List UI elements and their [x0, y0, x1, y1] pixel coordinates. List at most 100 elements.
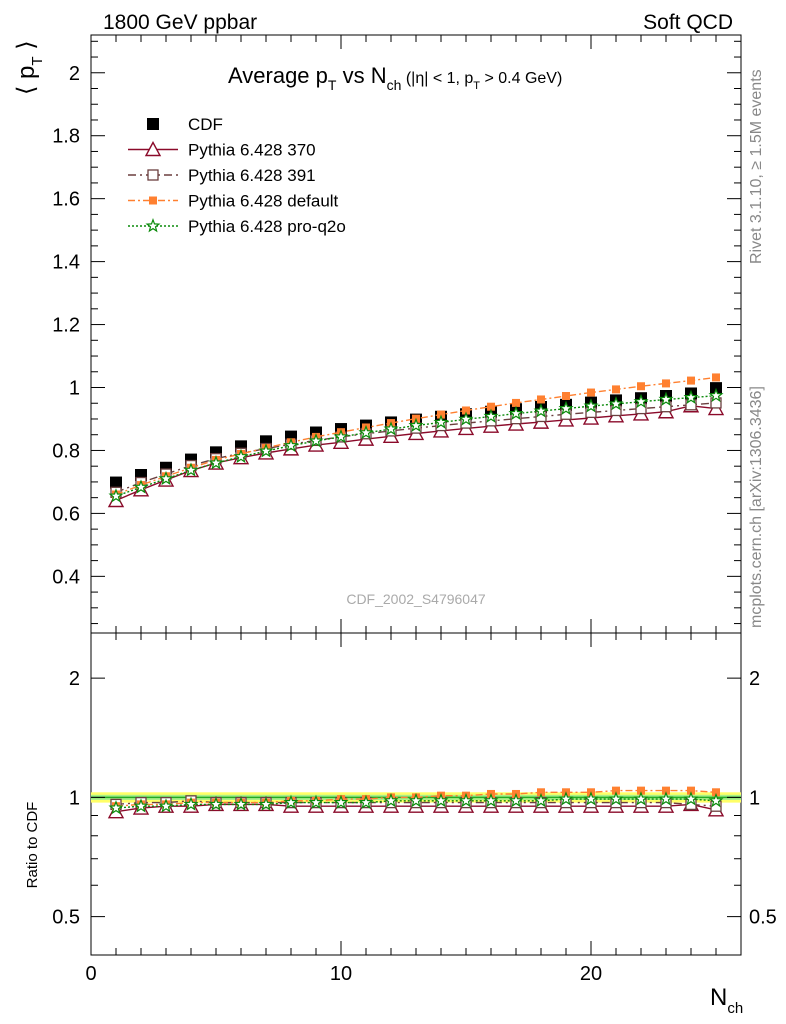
data-point: [633, 393, 649, 409]
ratio-point: [508, 792, 524, 808]
ratio-point: [308, 794, 324, 809]
ratio-point: [558, 791, 574, 806]
ratio-point: [433, 792, 449, 808]
y-tick-label: 1.8: [52, 126, 80, 148]
legend: CDF Pythia 6.428 370 Pythia 6.428 391 Pythi…: [128, 115, 346, 236]
x-axis-label: Nch: [710, 984, 743, 1017]
ratio-series-pq2o: [108, 791, 724, 815]
y-tick-label: 0.8: [52, 440, 80, 462]
ratio-y-tick-label-right: 0.5: [749, 907, 777, 929]
data-point: [708, 387, 724, 403]
category-label: Soft QCD: [643, 11, 733, 34]
data-point: [408, 417, 424, 432]
ratio-point: [208, 796, 224, 811]
data-point: [558, 400, 574, 415]
series-p391: [110, 397, 722, 498]
ratio-point: [383, 792, 399, 808]
mcplots-label: mcplots.cern.ch [arXiv:1306.3436]: [748, 386, 765, 628]
data-point: [512, 398, 520, 407]
ratio-y-tick-label: 1: [69, 787, 80, 809]
ratio-series-layer: [107, 786, 725, 819]
legend-item-p370: Pythia 6.428 370: [128, 141, 316, 160]
data-point: [458, 411, 474, 426]
data-point: [462, 406, 470, 415]
main-axis-ticks: [90, 35, 742, 633]
ratio-y-tick-label: 0.5: [52, 907, 80, 929]
main-series-layer: [107, 373, 725, 508]
data-point: [683, 389, 699, 404]
ratio-point: [683, 791, 699, 806]
ratio-point: [537, 788, 545, 797]
y-tick-label: 1: [69, 378, 80, 400]
data-point: [612, 385, 620, 394]
ratio-point: [608, 791, 624, 806]
y-tick-label: 1.6: [52, 189, 80, 211]
data-point: [712, 373, 720, 382]
y-tick-label: 0.4: [52, 566, 80, 588]
ratio-point: [612, 786, 620, 795]
data-point: [608, 395, 624, 411]
data-point: [333, 428, 349, 444]
series-line: [115, 395, 717, 497]
data-point: [283, 437, 299, 453]
ratio-axis-ticks: [90, 633, 742, 956]
legend-item-cdf: CDF: [147, 115, 223, 134]
x-tick-label: 10: [330, 963, 352, 985]
data-point: [358, 424, 374, 440]
data-point: [587, 388, 595, 397]
data-point: [687, 376, 695, 385]
ratio-point: [233, 796, 249, 811]
legend-marker: [145, 218, 161, 233]
series-pq2o: [108, 387, 724, 503]
legend-label: Pythia 6.428 391: [188, 166, 316, 185]
data-point: [383, 421, 399, 436]
data-point: [658, 391, 674, 406]
ratio-point: [333, 794, 349, 809]
data-point: [158, 470, 174, 486]
data-point: [508, 405, 524, 420]
x-tick-label: 0: [85, 963, 96, 985]
data-point: [533, 403, 549, 418]
ratio-point: [408, 792, 424, 808]
data-point: [637, 382, 645, 391]
y-tick-label: 2: [69, 63, 80, 85]
ratio-y-tick-label-right: 1: [749, 787, 760, 809]
legend-marker: [147, 118, 159, 130]
ratio-point: [458, 792, 474, 808]
ratio-point: [633, 791, 649, 806]
legend-marker: [149, 196, 157, 205]
ratio-y-tick-label: 2: [69, 668, 80, 690]
legend-marker: [147, 169, 159, 181]
ratio-y-tick-labels: 0.5 0.5 1 1 2 2: [52, 668, 777, 928]
legend-marker: [144, 141, 162, 157]
data-point: [562, 392, 570, 401]
legend-item-pq2o: Pythia 6.428 pro-q2o: [128, 217, 346, 236]
data-point: [537, 395, 545, 404]
ratio-point: [708, 792, 724, 808]
ratio-point: [637, 786, 645, 795]
rivet-label: Rivet 3.1.10, ≥ 1.5M events: [748, 69, 765, 264]
ratio-point: [133, 798, 149, 813]
data-point: [583, 398, 599, 413]
data-point: [133, 479, 149, 494]
data-point: [483, 408, 499, 423]
ratio-point: [583, 791, 599, 806]
analysis-id-label: CDF_2002_S4796047: [346, 591, 486, 607]
y-tick-label: 1.4: [52, 252, 80, 274]
ratio-point: [687, 786, 695, 795]
ratio-point: [183, 796, 199, 811]
y-tick-label: 0.6: [52, 503, 80, 525]
x-tick-label: 20: [580, 963, 602, 985]
data-point: [183, 462, 199, 477]
data-point: [208, 455, 224, 470]
data-point: [487, 402, 495, 411]
legend-label: Pythia 6.428 default: [188, 192, 339, 211]
ratio-point: [658, 791, 674, 806]
data-point: [258, 443, 274, 458]
ratio-point: [662, 786, 670, 795]
chart-title: Average pT vs Nch (|η| < 1, pT > 0.4 GeV…: [228, 63, 562, 93]
ratio-point: [533, 792, 549, 808]
ratio-point: [158, 798, 174, 813]
ratio-point: [358, 794, 374, 809]
